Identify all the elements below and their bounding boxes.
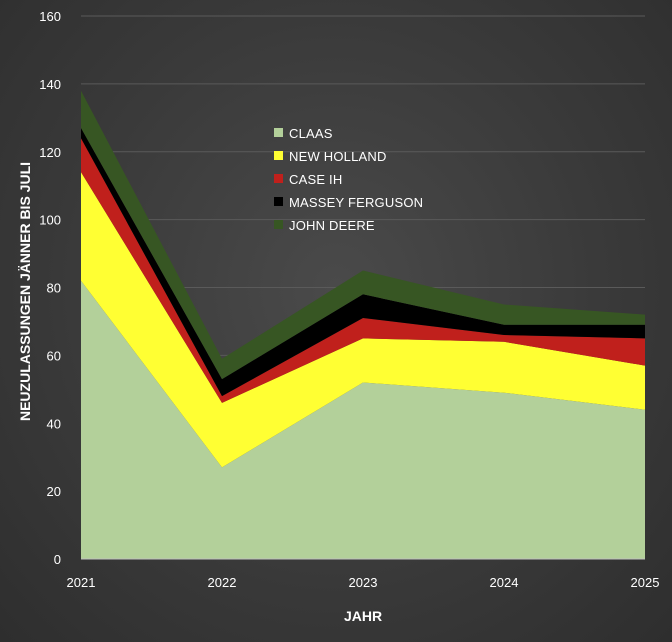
legend-label: CASE IH — [289, 172, 342, 187]
x-tick-label: 2022 — [208, 575, 237, 590]
y-axis-title: NEUZULASSUNGEN JÄNNER BIS JULI — [17, 162, 33, 421]
legend-swatch — [274, 197, 283, 206]
y-tick-label: 120 — [39, 145, 61, 160]
area-massey-ferguson — [81, 128, 645, 397]
legend-label: CLAAS — [289, 126, 333, 141]
y-tick-label: 40 — [47, 416, 61, 431]
x-axis-ticks: 2021 2022 2023 2024 2025 — [67, 575, 660, 590]
area-series — [81, 90, 645, 559]
x-tick-label: 2025 — [631, 575, 660, 590]
area-case-ih — [81, 138, 645, 403]
y-axis-ticks: 0 20 40 60 80 100 120 140 160 — [39, 9, 61, 567]
y-tick-label: 0 — [54, 552, 61, 567]
y-tick-label: 100 — [39, 213, 61, 228]
legend-label: JOHN DEERE — [289, 218, 375, 233]
y-tick-label: 80 — [47, 281, 61, 296]
legend: CLAAS NEW HOLLAND CASE IH MASSEY FERGUSON JO… — [274, 126, 423, 233]
y-tick-label: 60 — [47, 348, 61, 363]
x-axis-title: JAHR — [344, 608, 382, 624]
x-tick-label: 2023 — [349, 575, 378, 590]
legend-swatch — [274, 174, 283, 183]
area-john-deere — [81, 90, 645, 380]
area-claas — [81, 280, 645, 559]
x-tick-label: 2021 — [67, 575, 96, 590]
legend-label: NEW HOLLAND — [289, 149, 387, 164]
y-tick-label: 20 — [47, 484, 61, 499]
y-tick-label: 160 — [39, 9, 61, 24]
y-tick-label: 140 — [39, 77, 61, 92]
legend-label: MASSEY FERGUSON — [289, 195, 423, 210]
legend-swatch — [274, 151, 283, 160]
x-tick-label: 2024 — [490, 575, 519, 590]
legend-swatch — [274, 220, 283, 229]
legend-swatch — [274, 128, 283, 137]
